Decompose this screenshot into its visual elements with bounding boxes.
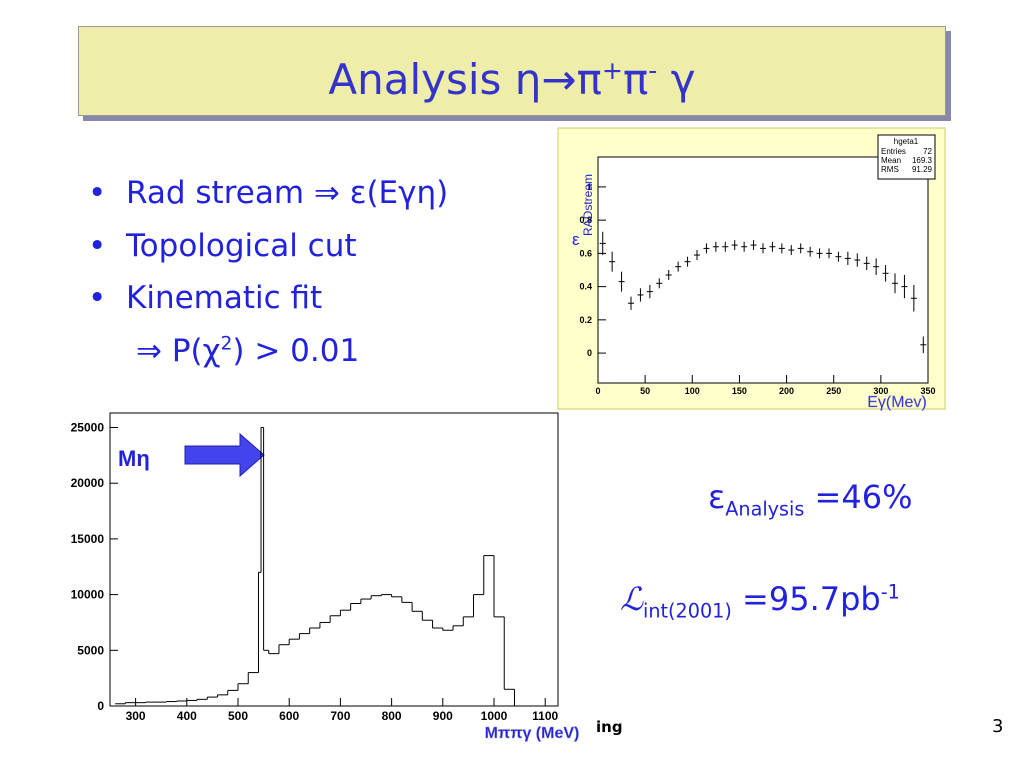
efficiency: εAnalysis =46%	[708, 478, 912, 520]
value: =46%	[804, 478, 913, 516]
stats-label: RMS	[881, 165, 899, 174]
sub-bullet: ⇒ P(χ2) > 0.01	[136, 333, 359, 369]
y-tick-label: 0.2	[579, 315, 592, 325]
x-tick-label: 100	[685, 386, 700, 396]
y-tick-label: 0	[587, 348, 592, 358]
stats-box	[877, 134, 936, 180]
title: π	[623, 55, 649, 104]
title-box: Analysis η→π+π- γ	[78, 26, 946, 116]
sub-bullet-sup: 2	[220, 333, 233, 355]
x-tick-label: 1100	[532, 709, 558, 723]
plot-frame	[597, 156, 929, 384]
superscript: -1	[880, 580, 900, 604]
luminosity: ℒint(2001) =95.7pb-1	[620, 580, 900, 622]
x-tick-label: 0	[595, 386, 600, 396]
x-tick-label: 50	[640, 386, 650, 396]
y-tick-label: 15000	[71, 532, 105, 546]
bullet-text: Rad stream ⇒ ε(Eγη)	[126, 175, 449, 211]
value: =95.7pb	[731, 580, 881, 618]
annotation: Mη	[118, 446, 150, 471]
bullet: • Kinematic fit	[88, 280, 323, 316]
bullet-text: Topological cut	[126, 228, 357, 264]
x-tick-label: 200	[779, 386, 794, 396]
y-tick-label: 5000	[77, 643, 104, 657]
y-tick-label: 25000	[71, 420, 105, 434]
page-number: 3	[992, 716, 1004, 737]
footer-fragment: ing	[596, 718, 623, 736]
x-tick-label: 250	[826, 386, 841, 396]
stats-value: 72	[923, 147, 932, 156]
plot-frame	[109, 412, 559, 707]
y-tick-label: 10000	[71, 588, 105, 602]
x-tick-label: 350	[920, 386, 935, 396]
subscript: int(2001)	[643, 599, 732, 623]
stats-value: 91.29	[912, 165, 933, 174]
stats-value: 169.3	[912, 156, 933, 165]
stats-title: hgeta1	[894, 137, 919, 146]
x-tick-label: 700	[330, 709, 350, 723]
y-tick-label: 20000	[71, 476, 105, 490]
x-tick-label: 300	[873, 386, 888, 396]
y-symbol: ε	[572, 230, 580, 249]
sub-bullet-text: ⇒ P(χ	[136, 333, 221, 369]
y-tick-label: 0.8	[579, 215, 592, 225]
title-sup: -	[648, 56, 658, 85]
x-tick-label: 1000	[481, 709, 508, 723]
stats-label: Entries	[881, 147, 906, 156]
x-tick-label: 400	[177, 709, 197, 723]
title: Analysis η→π	[328, 55, 602, 104]
y-tick-label: 0.4	[579, 282, 592, 292]
y-tick-label: 0.6	[579, 248, 592, 258]
x-label: Eγ(Mev)	[867, 394, 927, 411]
title: γ	[657, 55, 696, 104]
bullet-text: Kinematic fit	[126, 280, 323, 316]
x-tick-label: 600	[279, 709, 299, 723]
bullet: • Topological cut	[88, 228, 357, 264]
x-tick-label: 800	[382, 709, 402, 723]
x-tick-label: 900	[433, 709, 453, 723]
y-tick-label: 0	[97, 699, 104, 713]
symbol: ε	[708, 478, 726, 516]
y-tick-label: 1	[587, 182, 592, 192]
x-tick-label: 500	[228, 709, 248, 723]
title-sup: +	[601, 56, 623, 85]
stats-label: Mean	[881, 156, 901, 165]
sub-bullet-text: ) > 0.01	[232, 333, 360, 369]
symbol: ℒ	[620, 580, 644, 618]
bullet: • Rad stream ⇒ ε(Eγη)	[88, 175, 449, 211]
subscript: Analysis	[725, 497, 805, 521]
y-label: RADstream	[581, 174, 595, 236]
x-tick-label: 150	[732, 386, 747, 396]
x-tick-label: 300	[126, 709, 146, 723]
x-label: Mππγ (MeV)	[485, 725, 580, 742]
arrow	[184, 432, 265, 478]
